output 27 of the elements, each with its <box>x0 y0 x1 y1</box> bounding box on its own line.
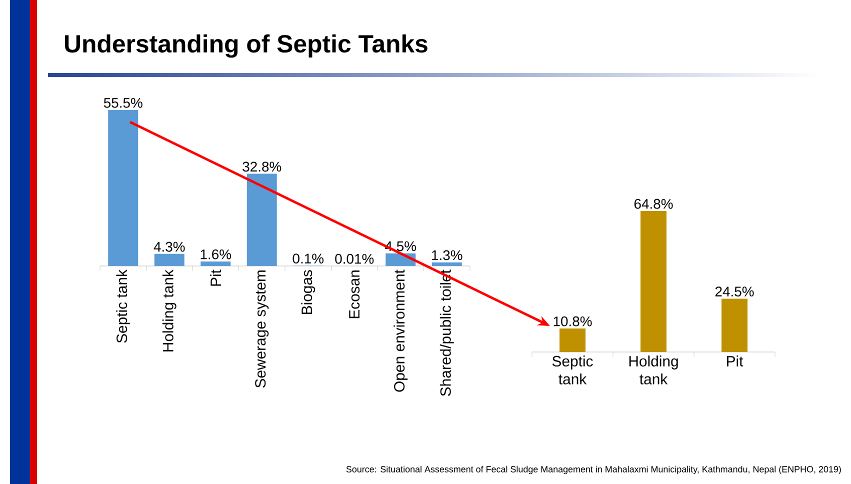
x-tick-label: Sewerage system <box>255 270 269 388</box>
x-tick-label: Open environment <box>394 270 408 392</box>
data-label: 64.8% <box>634 198 673 209</box>
x-tick-label: Biogas <box>301 270 316 314</box>
x-tick-label: Ecosan <box>349 270 360 318</box>
bar <box>200 262 231 266</box>
bar <box>154 254 184 266</box>
data-label: 10.8% <box>554 316 592 326</box>
data-label: 1.6% <box>200 249 232 260</box>
data-label: 0.1% <box>292 254 324 264</box>
data-label: 1.3% <box>432 250 462 260</box>
data-label: 55.5% <box>104 98 142 108</box>
bar <box>108 110 138 266</box>
x-tick-label: Septic tank <box>116 270 130 343</box>
x-tick-label: Holding tank <box>629 356 678 384</box>
chart-title: Understanding of Septic Tanks <box>65 34 428 58</box>
data-label: 24.5% <box>715 286 754 296</box>
source-note: Source: Situational Assessment of Fecal Sludge Management in Mahalaxmi Municipality, Kathmandu, Nepal (ENPHO, 2019) <box>346 466 841 474</box>
bar <box>246 174 277 266</box>
bar <box>432 262 462 266</box>
data-label: 0.01% <box>335 254 374 264</box>
x-tick-label: Septic tank <box>552 356 593 384</box>
data-label: 4.3% <box>154 242 185 252</box>
x-tick-label: Holding tank <box>162 270 176 352</box>
x-tick-label: Pit <box>210 270 222 286</box>
x-tick-label: Pit <box>727 356 744 366</box>
data-label: 32.8% <box>242 162 282 172</box>
